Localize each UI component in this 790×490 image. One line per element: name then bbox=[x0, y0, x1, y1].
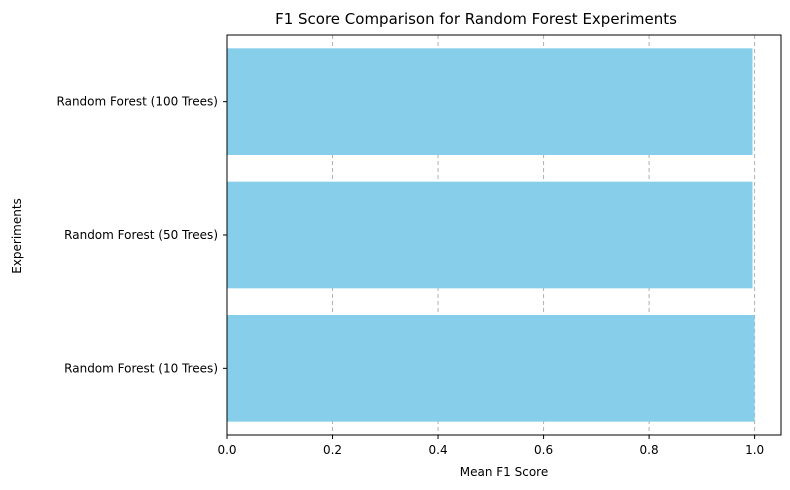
x-tick-label-5: 1.0 bbox=[745, 443, 764, 457]
x-tick-label-1: 0.2 bbox=[323, 443, 342, 457]
y-ticks: Random Forest (10 Trees) Random Forest (5… bbox=[57, 95, 227, 375]
y-tick-label-0: Random Forest (10 Trees) bbox=[64, 361, 218, 375]
x-tick-label-2: 0.4 bbox=[429, 443, 448, 457]
y-tick-label-1: Random Forest (50 Trees) bbox=[64, 228, 218, 242]
x-tick-label-3: 0.6 bbox=[534, 443, 553, 457]
bars bbox=[227, 48, 755, 422]
bar-2 bbox=[227, 48, 753, 156]
bar-0 bbox=[227, 315, 755, 422]
y-tick-label-2: Random Forest (100 Trees) bbox=[57, 95, 218, 109]
x-tick-label-0: 0.0 bbox=[217, 443, 236, 457]
x-axis-label: Mean F1 Score bbox=[460, 465, 548, 479]
bar-1 bbox=[227, 181, 753, 289]
y-axis-label: Experiments bbox=[10, 198, 24, 274]
chart-title: F1 Score Comparison for Random Forest Ex… bbox=[275, 10, 677, 28]
x-ticks: 0.0 0.2 0.4 0.6 0.8 1.0 bbox=[217, 435, 764, 457]
x-tick-label-4: 0.8 bbox=[640, 443, 659, 457]
